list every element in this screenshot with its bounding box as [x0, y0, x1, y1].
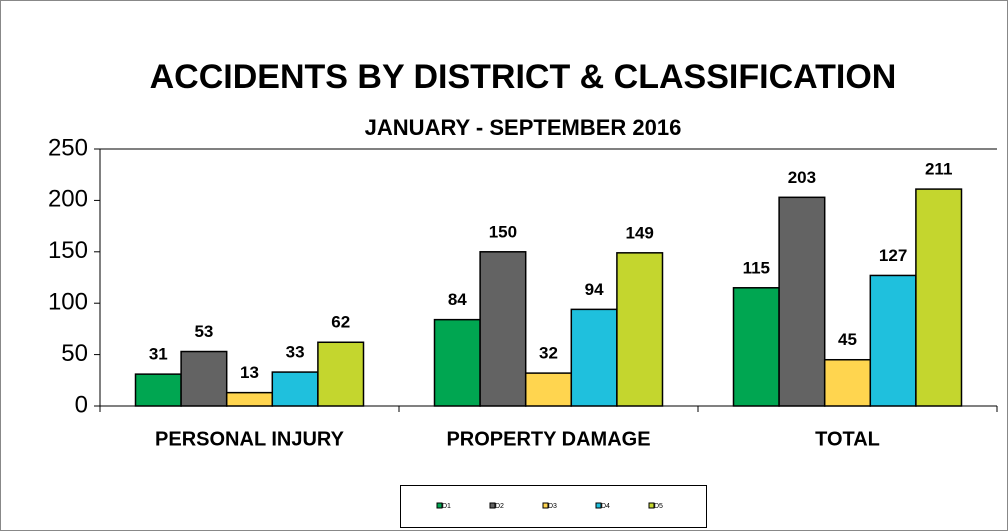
legend-swatch [595, 502, 602, 509]
value-label: 149 [626, 223, 654, 242]
y-tick-label: 0 [75, 391, 88, 418]
value-label: 127 [879, 246, 907, 265]
value-label: 203 [788, 168, 816, 187]
value-label: 53 [194, 322, 213, 341]
value-label: 84 [448, 290, 467, 309]
legend-label: D2 [495, 503, 504, 510]
bar [180, 350, 228, 407]
value-label: 211 [925, 160, 952, 179]
legend-swatch [648, 502, 655, 509]
legend-label: D5 [654, 503, 663, 510]
value-label: 45 [838, 330, 857, 349]
bar [823, 358, 872, 407]
legend-label: D3 [548, 503, 557, 510]
legend-swatch [436, 502, 443, 509]
bar [134, 373, 182, 407]
chart-subtitle: JANUARY - SEPTEMBER 2016 [365, 115, 682, 140]
y-tick-label: 150 [48, 237, 88, 264]
legend-swatch [489, 502, 496, 509]
value-label: 94 [585, 280, 604, 299]
bar [915, 188, 963, 407]
value-label: 32 [539, 344, 558, 363]
bar [317, 341, 365, 407]
value-label: 62 [331, 313, 350, 332]
value-label: 150 [489, 222, 517, 241]
y-tick-label: 200 [48, 186, 88, 213]
y-tick-label: 100 [48, 289, 88, 316]
bar [271, 371, 319, 407]
legend-label: D1 [442, 503, 451, 510]
bar [869, 274, 917, 407]
bar [225, 391, 274, 407]
bar [479, 251, 527, 407]
y-tick-label: 50 [61, 340, 88, 367]
bar [433, 318, 481, 407]
value-label: 13 [240, 363, 259, 382]
x-tick-label: PERSONAL INJURY [155, 428, 345, 450]
value-label: 115 [743, 258, 770, 277]
legend-swatch [542, 502, 549, 509]
x-tick-label: TOTAL [815, 428, 880, 450]
bar [616, 252, 664, 407]
bar [570, 308, 618, 407]
chart-title: ACCIDENTS BY DISTRICT & CLASSIFICATION [150, 58, 897, 96]
legend-label: D4 [601, 503, 610, 510]
legend-box [400, 485, 707, 528]
y-tick-label: 250 [48, 134, 88, 161]
value-label: 33 [286, 343, 305, 362]
bar [732, 287, 780, 407]
x-tick-label: PROPERTY DAMAGE [446, 428, 650, 450]
value-label: 31 [149, 345, 168, 364]
bar [524, 372, 573, 407]
bar [778, 196, 826, 407]
